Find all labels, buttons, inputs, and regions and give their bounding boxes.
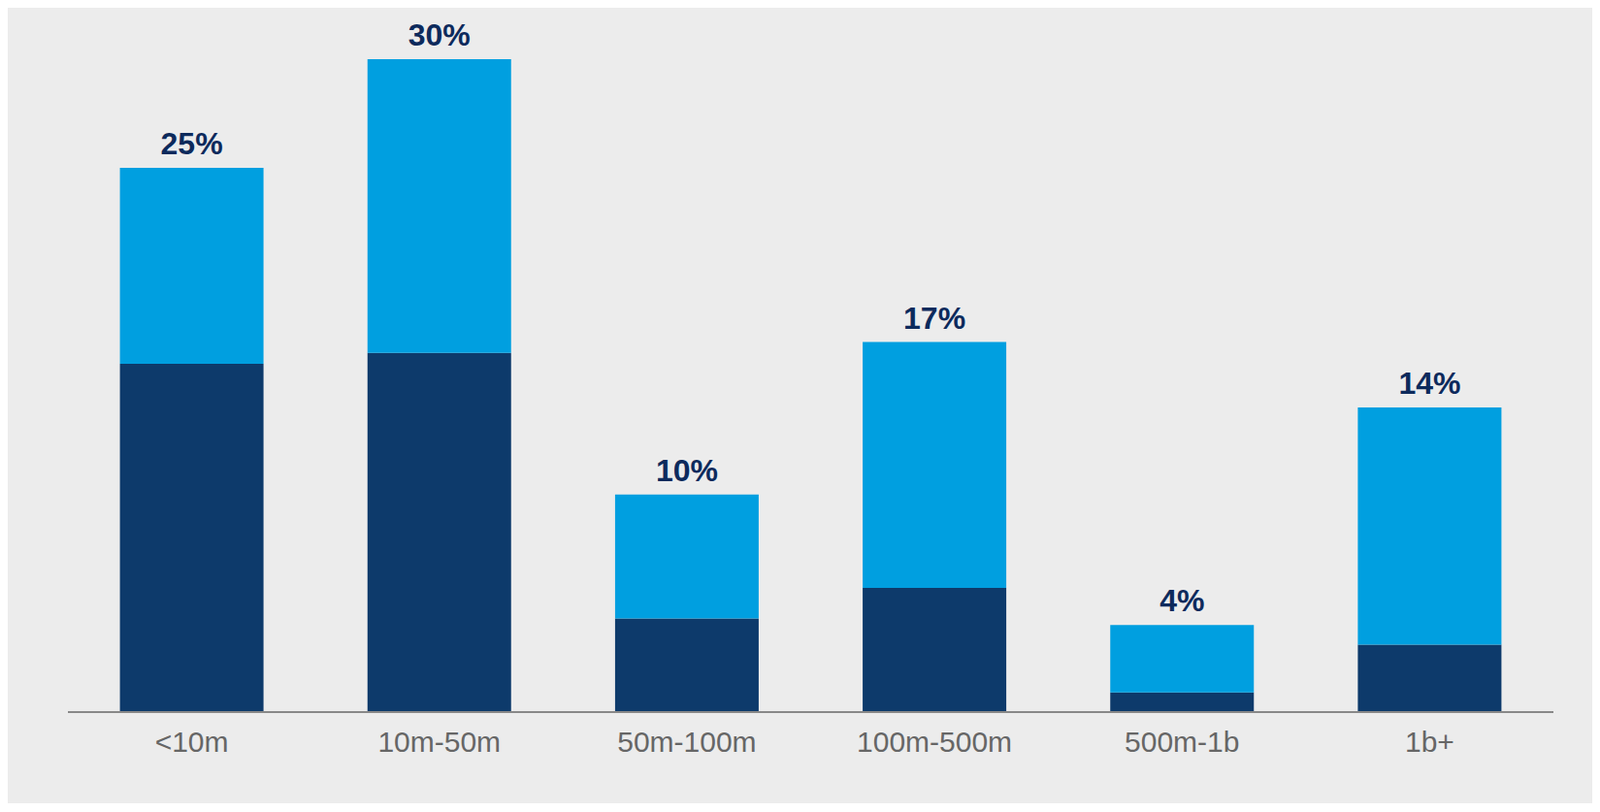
svg-text:<10m: <10m bbox=[155, 725, 229, 758]
svg-text:50m-100m: 50m-100m bbox=[617, 725, 756, 758]
svg-text:4%: 4% bbox=[1159, 583, 1205, 619]
svg-text:1b+: 1b+ bbox=[1404, 725, 1455, 758]
svg-text:10m-50m: 10m-50m bbox=[377, 725, 501, 758]
svg-text:30%: 30% bbox=[408, 17, 471, 53]
svg-text:100m-500m: 100m-500m bbox=[856, 725, 1013, 758]
svg-text:500m-1b: 500m-1b bbox=[1124, 725, 1240, 758]
svg-text:25%: 25% bbox=[161, 126, 224, 162]
svg-text:14%: 14% bbox=[1398, 365, 1461, 401]
svg-text:17%: 17% bbox=[903, 300, 966, 336]
svg-text:10%: 10% bbox=[655, 453, 719, 489]
